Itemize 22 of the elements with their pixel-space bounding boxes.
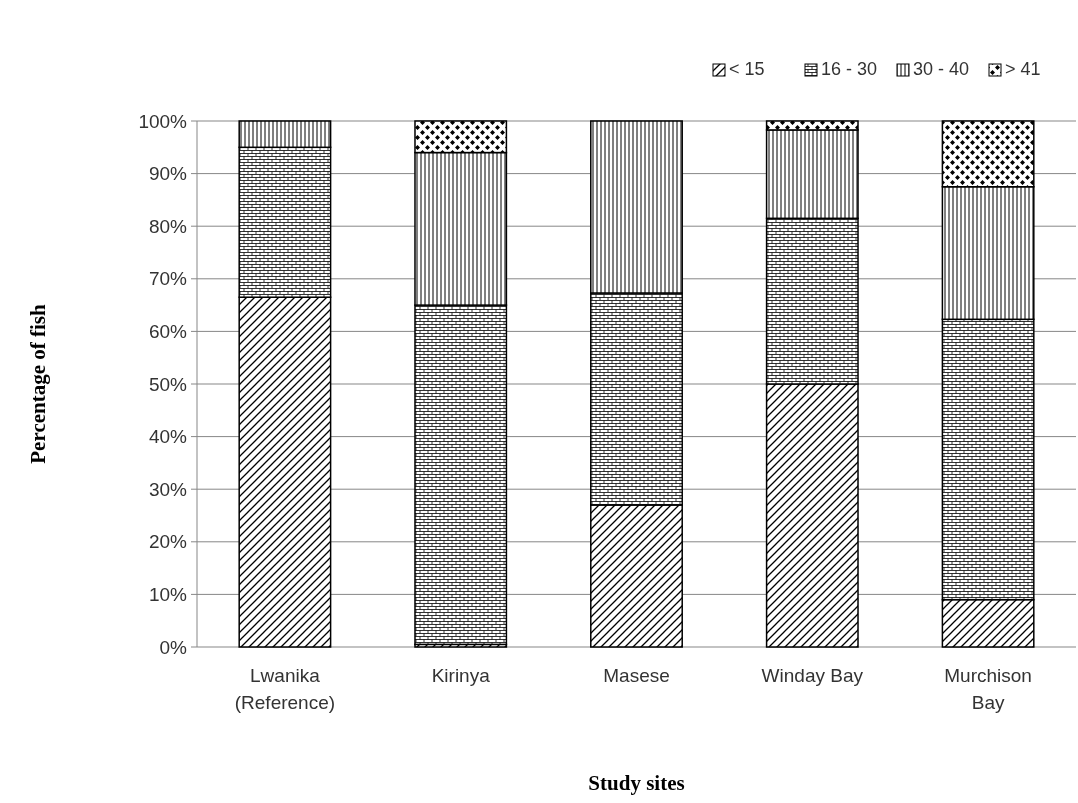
y-tick-label: 0% bbox=[159, 636, 188, 658]
legend-label: 30 - 40 bbox=[913, 59, 970, 79]
y-tick-label: 10% bbox=[148, 584, 188, 606]
y-tick-label: 100% bbox=[138, 110, 188, 132]
y-tick-label: 60% bbox=[148, 321, 188, 343]
legend-label: > 41 bbox=[1005, 59, 1041, 79]
y-tick-label: 70% bbox=[148, 268, 188, 290]
y-tick-label: 30% bbox=[148, 478, 188, 500]
x-axis-title: Study sites bbox=[588, 771, 685, 795]
legend-label: < 15 bbox=[729, 59, 765, 79]
legend-label: 16 - 30 bbox=[821, 59, 878, 79]
y-tick-label: 20% bbox=[148, 531, 188, 553]
y-tick-label: 80% bbox=[148, 215, 188, 237]
y-tick-label: 90% bbox=[148, 163, 188, 185]
y-tick-label: 40% bbox=[148, 426, 188, 448]
x-tick-label: Masese bbox=[603, 665, 670, 686]
x-tick-label: Murchison Bay bbox=[944, 665, 1032, 713]
x-tick-label: Lwanika (Reference) bbox=[234, 665, 336, 713]
x-tick-label: Kirinya bbox=[431, 665, 491, 686]
y-axis-title: Percentage of fish bbox=[26, 303, 50, 464]
y-tick-label: 50% bbox=[148, 373, 188, 395]
x-tick-label: Winday Bay bbox=[761, 665, 864, 686]
